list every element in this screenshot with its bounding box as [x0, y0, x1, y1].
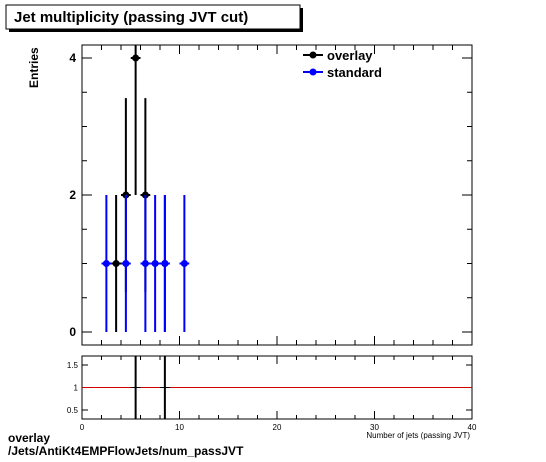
y-axis-label: Entries: [27, 47, 41, 88]
footer-path: /Jets/AntiKt4EMPFlowJets/num_passJVT: [8, 444, 244, 458]
main-y-tick-label: 4: [69, 51, 76, 65]
legend-label: standard: [327, 65, 382, 80]
ratio-x-tick-label: 30: [370, 423, 379, 432]
chart-title-box: Jet multiplicity (passing JVT cut): [5, 4, 303, 32]
data-point-standard: [121, 195, 131, 332]
ratio-point: [160, 356, 170, 419]
marker: [132, 54, 140, 62]
data-point-standard: [179, 195, 190, 332]
ratio-y-tick-label: 1: [74, 384, 79, 393]
chart-title: Jet multiplicity (passing JVT cut): [14, 9, 248, 26]
ratio-axes: 0 10 20 30 40 0.5 1 1.5: [67, 356, 477, 432]
marker: [161, 260, 169, 267]
marker: [112, 260, 120, 267]
data-point-standard: [101, 195, 112, 332]
data-point-standard: [160, 195, 170, 332]
ratio-x-tick-label: 10: [175, 423, 184, 432]
ratio-marks: [82, 356, 472, 419]
marker: [102, 260, 110, 267]
ratio-x-tick-label: 40: [468, 423, 477, 432]
marker: [122, 260, 130, 267]
main-axes: 0 2 4: [69, 45, 473, 345]
ratio-x-tick-label: 20: [273, 423, 282, 432]
legend-entry-overlay: overlay: [303, 48, 373, 63]
title-frame: [5, 4, 301, 30]
ratio-y-tick-label: 0.5: [67, 406, 79, 415]
ratio-point: [130, 356, 141, 419]
data-point-overlay: [130, 45, 141, 195]
marker: [151, 260, 159, 267]
data-point-overlay: [111, 195, 121, 332]
legend-marker: [309, 51, 317, 59]
legend-label: overlay: [327, 48, 373, 63]
footer-label: overlay: [8, 431, 51, 445]
x-axis-label: Number of jets (passing JVT): [366, 431, 470, 440]
ratio-x-tick-label: 0: [80, 423, 85, 432]
data-point-standard: [140, 195, 151, 332]
legend: overlay standard: [303, 48, 382, 80]
main-y-tick-label: 0: [69, 325, 76, 339]
marker: [141, 260, 149, 267]
ratio-y-tick-label: 1.5: [67, 361, 79, 370]
main-marks: [101, 45, 190, 332]
marker: [180, 260, 188, 267]
main-y-tick-label: 2: [69, 188, 76, 202]
data-point-standard: [150, 195, 160, 332]
legend-entry-standard: standard: [303, 65, 382, 80]
legend-marker: [309, 68, 317, 76]
